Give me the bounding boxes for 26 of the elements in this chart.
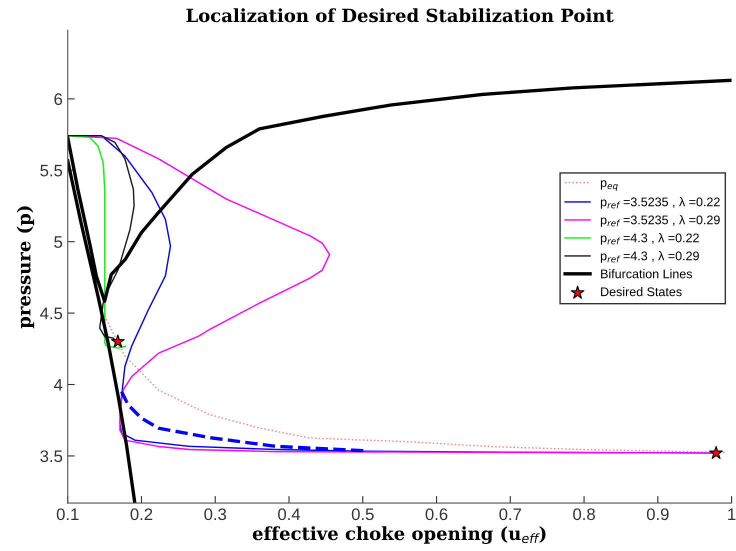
legend-label: p$_{ref}$ =3.5235 , λ =0.29: [600, 215, 720, 227]
x-tick-label: 0.8: [573, 508, 595, 520]
x-tick-label: 0.4: [278, 508, 300, 520]
x-tick-label: 0.3: [204, 508, 226, 520]
x-tick-label: 0.2: [130, 508, 152, 520]
x-tick-label: 0.1: [56, 508, 78, 520]
y-tick-label: 5.5: [40, 164, 62, 176]
legend-label: Bifurcation Lines: [601, 269, 692, 278]
legend-label: Desired States: [601, 287, 682, 296]
legend-label: p$_{eq}$: [600, 180, 618, 191]
y-tick-label: 4: [54, 379, 62, 391]
y-tick-label: 6: [54, 93, 62, 106]
x-tick-label: 0.7: [499, 508, 522, 520]
y-tick-label: 5: [54, 236, 62, 248]
x-tick-label: 0.6: [426, 508, 448, 520]
y-tick-label: 3.5: [40, 450, 62, 462]
chart-title: Localization of Desired Stabilization Point: [186, 8, 614, 22]
x-tick-label: 1: [728, 508, 736, 520]
legend-label: p$_{ref}$ =3.5235 , λ =0.22: [600, 197, 720, 209]
legend-label: p$_{ref}$ =4.3 , λ =0.22: [600, 233, 699, 245]
y-tick-label: 4.5: [40, 308, 62, 320]
x-tick-label: 0.5: [352, 508, 374, 520]
x-axis-title: effective choke opening (u$_{eff}$): [252, 526, 546, 544]
x-tick-label: 0.9: [646, 508, 669, 520]
legend-label: p$_{ref}$ =4.3 , λ =0.29: [600, 251, 699, 263]
y-axis-title: pressure (p): [16, 206, 34, 328]
